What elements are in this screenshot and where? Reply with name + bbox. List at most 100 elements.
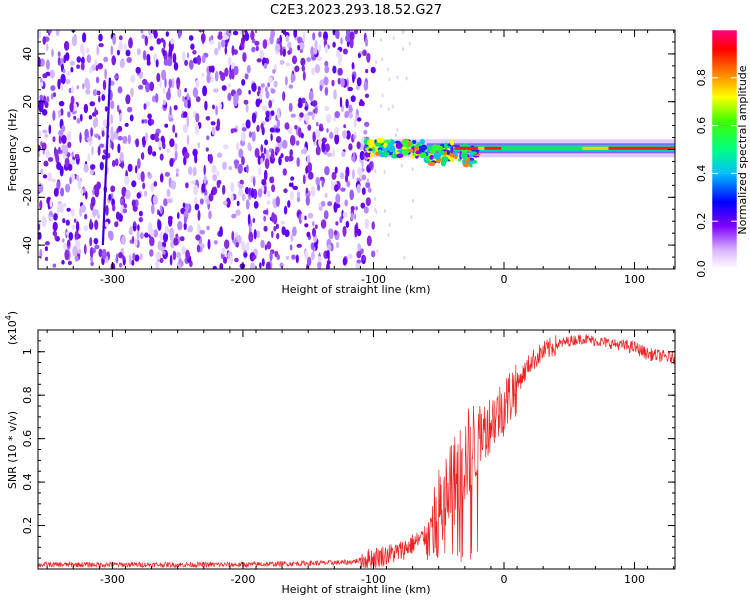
spectrogram-noise-cell	[313, 47, 318, 55]
spectrogram-noise-cell	[84, 213, 88, 220]
spectrogram-noise-cell	[229, 255, 233, 265]
spectrogram-band-cell	[419, 138, 425, 145]
spectrogram-noise-cell	[251, 82, 257, 93]
spectrogram-noise-cell	[82, 83, 85, 90]
spectrogram-noise-cell	[176, 172, 179, 177]
spectrogram-noise-cell	[111, 198, 115, 207]
spectrogram-noise-cell	[215, 105, 219, 116]
spectrogram-noise-cell	[317, 184, 321, 191]
spectrogram-noise-cell	[159, 173, 164, 183]
spectrogram-noise-cell	[57, 51, 61, 57]
spectrogram-noise-cell	[206, 73, 211, 84]
spectrogram-noise-cell	[353, 135, 356, 140]
spectrogram-noise-cell	[121, 186, 127, 197]
spectrogram-noise-cell	[192, 50, 197, 55]
x-tick-label: -100	[361, 273, 386, 286]
spectrogram-noise-cell	[233, 93, 239, 103]
spectrogram-noise-cell	[383, 170, 386, 175]
spectrogram-noise-cell	[335, 241, 340, 249]
spectrogram-noise-cell	[194, 203, 200, 211]
spectrogram-noise-cell	[220, 39, 226, 48]
spectrogram-noise-cell	[238, 148, 244, 159]
spectrogram-noise-cell	[256, 58, 262, 63]
spectrogram-noise-cell	[184, 151, 190, 159]
spectrogram-noise-cell	[220, 72, 226, 82]
spectrogram-noise-cell	[223, 144, 229, 150]
spectrogram-noise-cell	[366, 178, 370, 184]
spectrogram-noise-cell	[125, 189, 131, 200]
spectrogram-noise-cell	[71, 35, 78, 47]
spectrogram-noise-cell	[371, 250, 376, 258]
spectrogram-noise-cell	[150, 119, 155, 125]
spectrogram-noise-cell	[110, 113, 113, 125]
spectrogram-noise-cell	[153, 181, 158, 187]
spectrogram-noise-cell	[195, 96, 201, 103]
spectrogram-noise-cell	[209, 40, 215, 45]
spectrogram-noise-cell	[119, 162, 125, 168]
spectrogram-noise-cell	[110, 132, 115, 142]
spectrogram-noise-cell	[383, 30, 386, 34]
spectrogram-noise-cell	[314, 107, 318, 114]
spectrogram-noise-cell	[124, 175, 130, 186]
spectrogram-noise-cell	[131, 199, 136, 208]
spectrogram-noise-cell	[235, 209, 241, 216]
spectrogram-noise-cell	[119, 113, 122, 123]
spectrogram-noise-cell	[337, 56, 341, 66]
spectrogram-noise-cell	[294, 65, 300, 73]
spectrogram-noise-cell	[65, 219, 70, 226]
spectrogram-noise-cell	[374, 207, 377, 212]
spectrogram-noise-cell	[312, 227, 316, 237]
spectrogram-noise-cell	[126, 57, 132, 63]
spectrogram-noise-cell	[288, 102, 293, 112]
spectrogram-noise-cell	[136, 192, 141, 199]
spectrogram-noise-cell	[73, 218, 77, 223]
spectrogram-noise-cell	[203, 164, 206, 176]
spectrogram-noise-cell	[90, 196, 96, 207]
spectrogram-noise-cell	[144, 232, 149, 238]
spectrogram-noise-cell	[287, 200, 291, 208]
spectrogram-noise-cell	[213, 240, 218, 245]
spectrogram-noise-cell	[86, 136, 93, 142]
y-tick-label: -40	[21, 236, 34, 254]
spectrogram-noise-cell	[117, 135, 123, 141]
spectrogram-noise-cell	[208, 210, 212, 220]
colorbar-frame	[711, 29, 738, 270]
spectrogram-noise-cell	[270, 148, 275, 160]
spectrogram-noise-cell	[265, 91, 270, 99]
spectrogram-noise-cell	[112, 204, 116, 212]
spectrogram-band-cell	[467, 160, 474, 165]
spectrogram-noise-cell	[408, 41, 411, 46]
spectrogram-noise-cell	[284, 229, 290, 238]
spectrogram-noise-cell	[333, 89, 337, 100]
spectrogram-noise-cell	[39, 58, 45, 67]
spectrogram-noise-cell	[300, 213, 304, 222]
spectrogram-noise-cell	[223, 256, 228, 264]
spectrogram-noise-cell	[187, 166, 193, 176]
spectrogram-noise-cell	[299, 112, 304, 118]
spectrogram-noise-cell	[199, 229, 205, 235]
spectrogram-noise-cell	[94, 186, 100, 198]
spectrogram-noise-cell	[315, 145, 321, 156]
spectrogram-band-cell	[372, 146, 376, 154]
spectrogram-noise-cell	[52, 263, 57, 268]
spectrogram-noise-cell	[166, 188, 171, 198]
spectrogram-noise-cell	[120, 204, 124, 216]
spectrogram-noise-cell	[60, 108, 64, 116]
spectrogram-noise-cell	[302, 31, 306, 43]
spectrogram-noise-cell	[276, 118, 280, 129]
spectrogram-noise-cell	[83, 244, 87, 255]
spectrogram-noise-cell	[334, 126, 340, 136]
spectrogram-noise-cell	[363, 206, 369, 214]
spectrogram-noise-cell	[143, 119, 148, 124]
spectrogram-noise-cell	[186, 134, 190, 146]
colorbar-label: Normalized spectral amplitude	[736, 65, 749, 234]
spectrogram-band-cell	[432, 144, 438, 151]
spectrogram-noise-cell	[70, 159, 75, 166]
spectrogram-noise-cell	[236, 142, 240, 151]
spectrogram-noise-cell	[83, 163, 89, 173]
spectrogram-noise-cell	[79, 113, 83, 122]
spectrogram-noise-cell	[248, 231, 254, 243]
spectrogram-noise-cell	[357, 52, 361, 59]
spectrogram-noise-cell	[53, 213, 58, 221]
